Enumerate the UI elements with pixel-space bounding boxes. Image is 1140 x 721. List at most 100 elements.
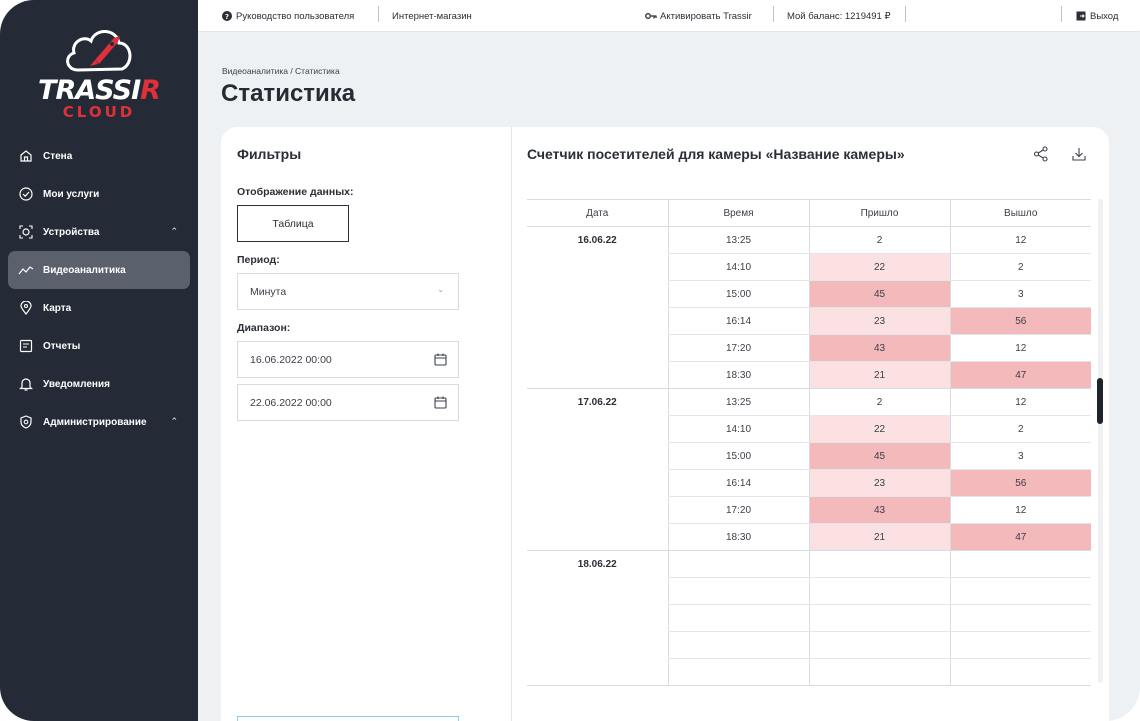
sidebar-item-videoanalytics[interactable]: Видеоаналитика <box>8 251 190 289</box>
sidebar-item-services[interactable]: Мои услуги <box>8 175 190 213</box>
sidebar-nav: Стена Мои услуги Устройства ⌃ Видеоанал <box>8 137 190 441</box>
display-mode-table-button[interactable]: Таблица <box>237 205 349 242</box>
bell-icon <box>18 376 34 392</box>
period-label: Период: <box>237 254 280 266</box>
sidebar-item-reports[interactable]: Отчеты <box>8 327 190 365</box>
table-row: 16:14 23 56 <box>527 469 1091 497</box>
logout-icon <box>1076 11 1086 21</box>
map-pin-icon <box>18 300 34 316</box>
chevron-up-icon[interactable]: ⌃ <box>170 226 178 236</box>
share-icon[interactable] <box>1033 146 1049 162</box>
shop-link[interactable]: Интернет-магазин <box>392 9 472 23</box>
cell-in: 45 <box>808 442 950 470</box>
apply-button[interactable] <box>237 716 459 721</box>
sidebar-item-label: Администрирование <box>43 416 147 428</box>
sidebar: TRASSIR CLOUD Стена Мои услуги Устрой <box>0 0 198 721</box>
balance-label: Мой баланс: 1219491 ₽ <box>787 10 891 22</box>
table-row: 14:10 22 2 <box>527 415 1091 443</box>
sidebar-item-wall[interactable]: Стена <box>8 137 190 175</box>
divider <box>773 6 774 22</box>
chevron-up-icon[interactable]: ⌃ <box>170 416 178 426</box>
cell-in: 22 <box>808 253 950 281</box>
sidebar-item-devices[interactable]: Устройства ⌃ <box>8 213 190 251</box>
cell-time: 18:30 <box>667 523 809 551</box>
user-guide-link[interactable]: ? Руководство пользователя <box>222 9 354 23</box>
logout-button[interactable]: Выход <box>1076 9 1118 23</box>
cell-time: 16:14 <box>667 469 809 497</box>
stats-table: Дата Время Пришло Вышло 16.06.22 13:25 2 12… <box>527 199 1091 686</box>
balance-display[interactable]: Мой баланс: 1219491 ₽ <box>787 9 891 23</box>
cell-time: 16:14 <box>667 307 809 335</box>
cell-time <box>667 577 809 605</box>
calendar-icon[interactable] <box>434 396 447 409</box>
table-row: 14:10 22 2 <box>527 253 1091 281</box>
cell-time: 13:25 <box>667 226 809 254</box>
divider <box>905 6 906 22</box>
cell-out <box>949 550 1091 578</box>
logo[interactable]: TRASSIR CLOUD <box>0 18 198 128</box>
cell-in: 2 <box>808 388 950 416</box>
user-guide-label: Руководство пользователя <box>236 10 355 22</box>
table-body: 16.06.22 13:25 2 12 14:10 22 2 15:00 45 3 16:14 23 5… <box>527 226 1091 686</box>
sidebar-item-map[interactable]: Карта <box>8 289 190 327</box>
cell-time: 17:20 <box>667 496 809 524</box>
cloud-rocket-icon <box>66 30 132 72</box>
cell-out <box>949 631 1091 659</box>
download-icon[interactable] <box>1071 146 1087 162</box>
column-header-out[interactable]: Вышло <box>949 199 1091 227</box>
table-row <box>527 604 1091 632</box>
cell-out: 2 <box>949 253 1091 281</box>
cell-time: 14:10 <box>667 415 809 443</box>
cell-in: 2 <box>808 226 950 254</box>
cell-time <box>667 631 809 659</box>
help-icon: ? <box>222 11 232 21</box>
table-row: 18:30 21 47 <box>527 361 1091 389</box>
topbar: ? Руководство пользователя Интернет-мага… <box>198 0 1140 32</box>
cell-in <box>808 631 950 659</box>
range-from-field[interactable]: 16.06.2022 00:00 <box>237 341 459 378</box>
breadcrumb[interactable]: Видеоаналитика / Статистика <box>222 66 340 76</box>
period-value: Минута <box>250 285 287 298</box>
cell-in <box>808 658 950 686</box>
sidebar-item-notifications[interactable]: Уведомления <box>8 365 190 403</box>
table-row: 16.06.22 13:25 2 12 <box>527 226 1091 389</box>
svg-text:?: ? <box>225 13 229 21</box>
table-row <box>527 577 1091 605</box>
panel-divider <box>511 127 512 721</box>
column-header-in[interactable]: Пришло <box>808 199 950 227</box>
check-circle-icon <box>18 186 34 202</box>
logout-label: Выход <box>1090 10 1119 22</box>
range-to-field[interactable]: 22.06.2022 00:00 <box>237 384 459 421</box>
cell-out: 2 <box>949 415 1091 443</box>
calendar-icon[interactable] <box>434 353 447 366</box>
range-from-value: 16.06.2022 00:00 <box>250 353 332 366</box>
sidebar-item-label: Мои услуги <box>43 188 100 200</box>
scrollbar-track[interactable] <box>1098 199 1103 683</box>
key-icon <box>645 13 657 19</box>
filters-title: Фильтры <box>237 146 302 162</box>
analytics-icon <box>18 262 34 278</box>
sidebar-item-label: Отчеты <box>43 340 81 352</box>
cell-time: 18:30 <box>667 361 809 389</box>
logo-wordmark: TRASSIR <box>38 75 161 106</box>
sidebar-item-label: Видеоаналитика <box>43 264 126 276</box>
cell-date: 18.06.22 <box>527 550 668 686</box>
column-header-time[interactable]: Время <box>667 199 809 227</box>
logo-subtitle: CLOUD <box>62 103 136 121</box>
scrollbar-thumb[interactable] <box>1097 378 1103 424</box>
cell-date: 17.06.22 <box>527 388 668 551</box>
sidebar-item-administration[interactable]: Администрирование ⌃ <box>8 403 190 441</box>
sidebar-item-label: Стена <box>43 150 73 162</box>
cell-in <box>808 604 950 632</box>
cell-out: 56 <box>949 307 1091 335</box>
table-title: Счетчик посетителей для камеры «Название… <box>527 146 905 162</box>
activate-trassir-link[interactable]: Активировать Trassir <box>645 9 752 23</box>
cell-in: 21 <box>808 523 950 551</box>
report-icon <box>18 338 34 354</box>
period-select[interactable]: Минута ⌄ <box>237 273 459 310</box>
cell-time: 13:25 <box>667 388 809 416</box>
column-header-date[interactable]: Дата <box>527 199 668 227</box>
cell-in <box>808 550 950 578</box>
cell-in: 43 <box>808 334 950 362</box>
range-to-value: 22.06.2022 00:00 <box>250 396 332 409</box>
